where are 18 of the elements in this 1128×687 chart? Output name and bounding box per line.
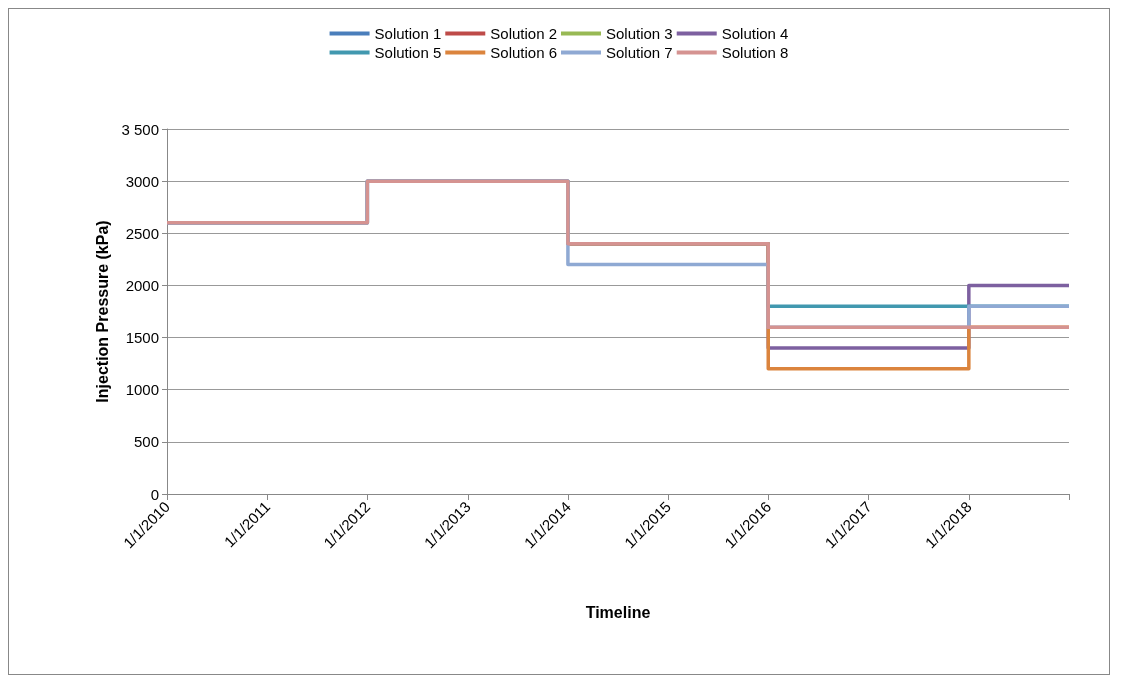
y-tick-label: 0	[150, 485, 159, 503]
y-tick-label: 2000	[125, 276, 159, 294]
y-tick-label: 1000	[125, 381, 159, 399]
y-axis-title: Injection Pressure (kPa)	[94, 220, 112, 403]
legend-label: Solution 7	[606, 44, 673, 61]
x-axis-title: Timeline	[585, 603, 651, 621]
legend-label: Solution 8	[721, 44, 789, 61]
legend-label: Solution 6	[490, 44, 557, 61]
legend-label: Solution 1	[374, 25, 442, 42]
legend-label: Solution 5	[374, 44, 442, 61]
y-tick-label: 1500	[125, 329, 159, 347]
legend-label: Solution 3	[606, 25, 673, 42]
y-tick-label: 3 500	[121, 120, 159, 138]
legend-label: Solution 4	[721, 25, 789, 42]
y-tick-label: 3000	[125, 172, 159, 190]
legend-label: Solution 2	[490, 25, 557, 42]
y-tick-label: 2500	[125, 224, 159, 242]
y-tick-label: 500	[133, 433, 159, 451]
